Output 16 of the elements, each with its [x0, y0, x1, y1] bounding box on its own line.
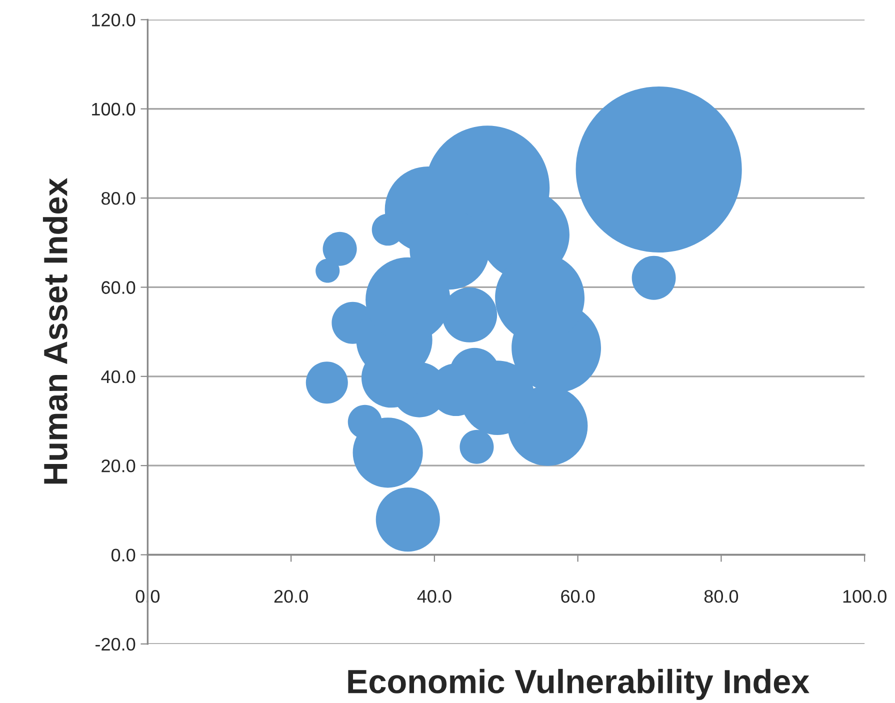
y-tick-label: 60.0: [102, 281, 136, 294]
y-tick-label: -20.0: [96, 638, 136, 651]
x-tick-label: 40.0: [417, 590, 452, 603]
y-axis-title: Human Asset Index: [42, 178, 68, 484]
y-tick-label: 120.0: [92, 14, 136, 26]
x-tick-label: 20.0: [274, 590, 308, 603]
y-tick-label: 80.0: [102, 192, 136, 205]
y-tick-label: 0.0: [111, 548, 136, 562]
x-axis-title: Economic Vulnerability Index: [348, 668, 810, 700]
x-tick-label: 80.0: [704, 590, 738, 603]
y-tick-label: 40.0: [101, 370, 136, 384]
y-tick-label: 20.0: [102, 460, 136, 472]
x-tick-label: 0.0: [136, 590, 160, 603]
x-tick-label: 60.0: [561, 590, 595, 603]
x-tick-label: 100.0: [843, 590, 886, 603]
y-tick-label: 100.0: [92, 102, 136, 116]
